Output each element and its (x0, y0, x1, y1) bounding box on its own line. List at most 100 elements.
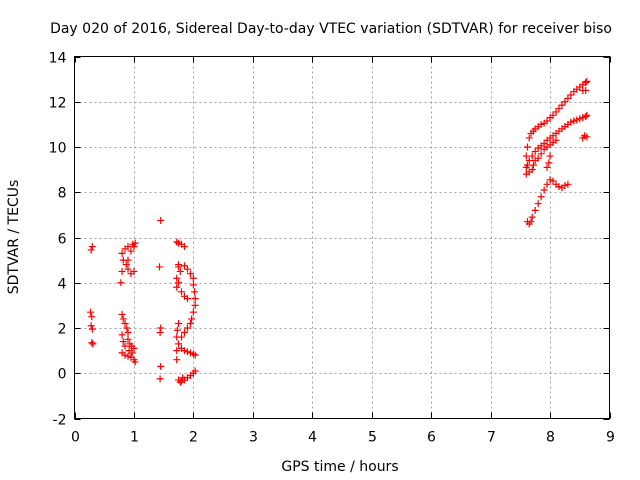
data-point (564, 180, 572, 188)
data-series (173, 319, 199, 386)
data-point (175, 239, 183, 247)
data-point (173, 326, 181, 334)
data-point (176, 267, 184, 275)
data-point (179, 374, 187, 382)
y-tick-label: 8 (58, 186, 67, 202)
data-point (88, 339, 96, 347)
x-axis-label: GPS time / hours (281, 459, 398, 475)
data-point (118, 249, 126, 257)
data-point (180, 347, 188, 355)
data-point (131, 358, 139, 366)
data-point (189, 281, 197, 289)
data-point (173, 283, 181, 291)
data-point (552, 108, 560, 116)
data-point (186, 319, 194, 327)
data-point (124, 329, 132, 337)
x-tick-label: 2 (189, 430, 198, 446)
data-point (87, 322, 95, 330)
data-series (117, 239, 139, 287)
data-point (156, 375, 164, 383)
data-point (124, 243, 132, 251)
data-series (523, 176, 572, 228)
data-series (87, 243, 97, 348)
data-point (537, 120, 545, 128)
data-point (176, 378, 184, 386)
data-point (582, 112, 590, 120)
data-point (583, 133, 591, 141)
data-point (173, 347, 181, 355)
y-tick-label: 0 (58, 367, 67, 383)
data-point (124, 256, 132, 264)
data-point (186, 270, 194, 278)
data-point (89, 340, 97, 348)
data-series (522, 77, 591, 160)
data-point (191, 351, 199, 359)
y-tick-label: 2 (58, 322, 67, 338)
data-point (183, 265, 191, 273)
data-point (183, 295, 191, 303)
data-point (191, 288, 199, 296)
data-point (528, 166, 536, 174)
x-tick-label: 5 (368, 430, 377, 446)
data-point (549, 111, 557, 119)
data-point (178, 377, 185, 385)
data-point (189, 308, 197, 316)
data-point (525, 157, 533, 165)
data-point (529, 161, 537, 169)
data-point (173, 274, 181, 282)
data-point (552, 136, 560, 144)
data-point (121, 342, 129, 350)
data-point (129, 240, 137, 248)
data-point (124, 352, 132, 360)
data-series (522, 136, 560, 176)
data-point (528, 152, 536, 160)
data-point (555, 105, 563, 113)
data-point (555, 183, 563, 191)
data-point (118, 310, 126, 318)
data-point (156, 329, 164, 337)
data-point (543, 163, 551, 171)
data-point (127, 247, 135, 255)
data-point (88, 313, 96, 321)
x-tick-label: 8 (546, 430, 555, 446)
data-point (122, 261, 130, 269)
data-point (157, 217, 165, 225)
data-point (118, 331, 126, 339)
data-point (583, 111, 591, 119)
data-point (186, 349, 194, 357)
data-point (582, 79, 590, 87)
data-point (173, 356, 181, 364)
data-point (564, 94, 572, 102)
data-point (88, 325, 96, 333)
y-tick-label: 12 (49, 96, 67, 112)
x-tick-label: 1 (130, 430, 139, 446)
data-point (178, 333, 185, 341)
y-tick-label: 14 (49, 51, 67, 67)
data-point (522, 163, 530, 171)
data-point (579, 114, 587, 122)
data-point (188, 315, 196, 323)
data-point (119, 315, 127, 323)
data-series (173, 238, 199, 327)
data-point (124, 265, 132, 273)
data-point (545, 159, 553, 167)
data-series (522, 111, 591, 178)
data-point (175, 340, 183, 348)
data-point (583, 77, 591, 85)
data-point (183, 348, 191, 356)
x-tick-label: 3 (249, 430, 258, 446)
data-point (531, 206, 539, 214)
data-points (87, 77, 591, 386)
data-point (558, 101, 566, 109)
data-point (525, 134, 533, 142)
x-tick-label: 9 (606, 430, 615, 446)
data-point (121, 351, 129, 359)
data-point (87, 246, 95, 254)
y-axis-label: SDTVAR / TECUs (6, 180, 22, 295)
data-point (561, 181, 569, 189)
y-tick-label: 6 (58, 232, 67, 248)
data-point (543, 180, 551, 188)
data-point (528, 213, 536, 221)
data-point (180, 243, 188, 251)
